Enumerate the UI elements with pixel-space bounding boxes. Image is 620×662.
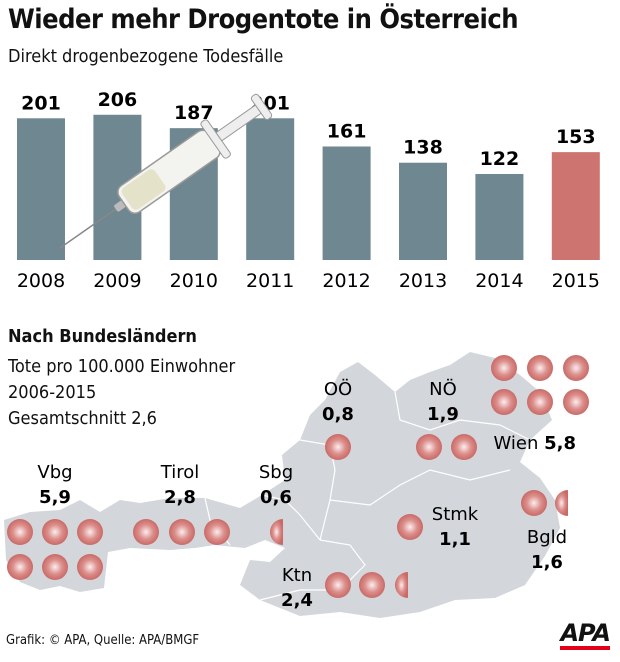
dot-marker bbox=[416, 434, 442, 460]
bar-2013 bbox=[399, 162, 447, 260]
syringe-liquid bbox=[121, 169, 166, 210]
apa-logo-text: APA bbox=[560, 619, 611, 647]
bar-2015 bbox=[551, 152, 600, 260]
region-label-Wien: Wien 5,8 bbox=[494, 433, 577, 454]
dot-marker bbox=[42, 554, 68, 580]
bar-2008 bbox=[17, 118, 65, 260]
state-border bbox=[394, 391, 531, 441]
region-name-Bgld: Bgld bbox=[527, 527, 567, 548]
syringe-needle bbox=[59, 207, 118, 249]
region-name: Wien bbox=[494, 433, 545, 454]
dot-marker bbox=[359, 572, 385, 598]
dot-marker bbox=[169, 519, 195, 545]
dot-marker bbox=[42, 519, 68, 545]
syringe-tip bbox=[114, 200, 126, 212]
bar-2014 bbox=[475, 173, 524, 260]
bar-chart: 2012008206200918720102012011161201213820… bbox=[17, 89, 600, 292]
dot-marker bbox=[77, 554, 103, 580]
region-value-Tirol: 2,8 bbox=[164, 487, 196, 508]
region-name-Tirol: Tirol bbox=[160, 462, 199, 483]
region-value-Vbg: 5,9 bbox=[39, 487, 71, 508]
region-name-Stmk: Stmk bbox=[432, 504, 479, 525]
apa-logo-bar bbox=[560, 646, 610, 650]
half-dot-marker bbox=[270, 519, 283, 545]
bar-value-label: 206 bbox=[98, 89, 138, 111]
dot-marker bbox=[491, 355, 517, 381]
map-section-title: Nach Bundesländern bbox=[8, 326, 197, 347]
dot-marker bbox=[491, 389, 517, 415]
chart-title: Wieder mehr Drogentote in Österreich bbox=[8, 4, 519, 35]
region-value-Stmk: 1,1 bbox=[439, 529, 471, 550]
map-period: 2006-2015 bbox=[8, 382, 97, 403]
bar-value-label: 153 bbox=[556, 126, 596, 148]
syringe-thumb bbox=[250, 93, 273, 120]
x-tick-label: 2009 bbox=[93, 270, 141, 292]
half-dot-marker bbox=[555, 490, 568, 516]
source-note: Grafik: © APA, Quelle: APA/BMGF bbox=[6, 633, 200, 648]
dot-marker bbox=[397, 514, 423, 540]
dot-marker bbox=[563, 389, 589, 415]
dot-marker bbox=[527, 355, 553, 381]
bar-value-label: 161 bbox=[327, 120, 367, 142]
state-border bbox=[261, 494, 321, 541]
state-border bbox=[259, 539, 366, 601]
dot-marker bbox=[204, 519, 230, 545]
dot-marker bbox=[77, 519, 103, 545]
region-name-Sbg: Sbg bbox=[259, 462, 293, 483]
dot-marker bbox=[451, 434, 477, 460]
region-value-Bgld: 1,6 bbox=[531, 552, 563, 573]
dot-marker bbox=[133, 519, 159, 545]
bar-value-label: 201 bbox=[21, 92, 61, 114]
map-average: Gesamtschnitt 2,6 bbox=[8, 408, 157, 429]
dot-marker bbox=[325, 572, 351, 598]
dot-marker bbox=[325, 434, 351, 460]
dot-marker bbox=[521, 490, 547, 516]
x-tick-label: 2011 bbox=[246, 270, 294, 292]
region-value-OÖ: 0,8 bbox=[322, 404, 354, 425]
syringe-icon bbox=[59, 93, 273, 249]
region-value-Sbg: 0,6 bbox=[260, 487, 292, 508]
chart-subtitle: Direkt drogenbezogene Todesfälle bbox=[8, 46, 284, 67]
region-value-NÖ: 1,9 bbox=[427, 404, 459, 425]
x-tick-label: 2010 bbox=[170, 270, 218, 292]
x-tick-label: 2014 bbox=[475, 270, 523, 292]
region-value-Ktn: 2,4 bbox=[281, 590, 313, 611]
dot-marker bbox=[7, 519, 33, 545]
bar-value-label: 187 bbox=[174, 102, 214, 124]
region-name-Ktn: Ktn bbox=[282, 565, 312, 586]
apa-logo: APA bbox=[560, 619, 611, 650]
x-tick-label: 2013 bbox=[399, 270, 447, 292]
state-border bbox=[299, 439, 336, 541]
x-tick-label: 2015 bbox=[552, 270, 600, 292]
state-border bbox=[329, 469, 511, 506]
x-tick-label: 2008 bbox=[17, 270, 65, 292]
state-border bbox=[204, 497, 231, 546]
bar-2011 bbox=[246, 118, 295, 260]
bar-2012 bbox=[322, 146, 371, 260]
half-dot-marker bbox=[395, 572, 408, 598]
x-tick-label: 2012 bbox=[322, 270, 370, 292]
bar-value-label: 138 bbox=[403, 137, 443, 159]
dot-marker bbox=[7, 554, 33, 580]
region-value: 5,8 bbox=[544, 433, 576, 454]
region-name-OÖ: OÖ bbox=[324, 378, 352, 400]
region-name-NÖ: NÖ bbox=[429, 378, 457, 400]
bar-value-label: 122 bbox=[480, 148, 520, 170]
region-name-Vbg: Vbg bbox=[37, 462, 72, 483]
dot-marker bbox=[563, 355, 589, 381]
map-unit-note: Tote pro 100.000 Einwohner bbox=[8, 356, 236, 377]
dot-marker bbox=[527, 389, 553, 415]
